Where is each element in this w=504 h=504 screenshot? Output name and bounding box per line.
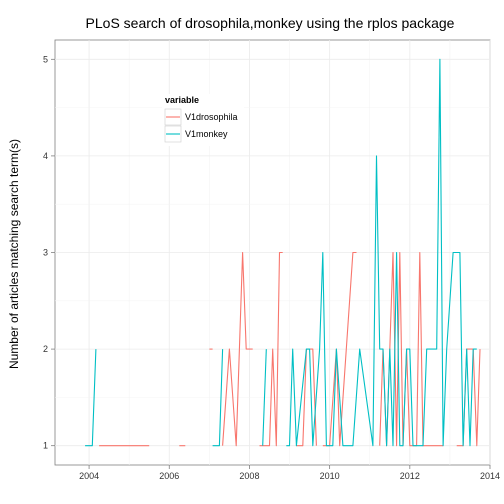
x-tick-label: 2008 bbox=[239, 471, 259, 481]
y-axis-label: Number of articles matching search term(… bbox=[7, 139, 21, 369]
x-tick-label: 2014 bbox=[480, 471, 500, 481]
series-lines bbox=[85, 58, 481, 447]
series-line-v1drosophila bbox=[222, 251, 253, 447]
legend-title: variable bbox=[165, 95, 199, 105]
x-tick-label: 2004 bbox=[79, 471, 99, 481]
y-tick-label: 2 bbox=[43, 344, 48, 354]
y-tick-label: 5 bbox=[43, 54, 48, 64]
chart-title: PLoS search of drosophila,monkey using t… bbox=[86, 15, 455, 31]
legend-label-v1drosophila: V1drosophila bbox=[185, 112, 238, 122]
plot-area bbox=[54, 39, 491, 466]
y-axis: 1 2 3 4 5 bbox=[43, 54, 55, 451]
legend-label-v1monkey: V1monkey bbox=[185, 129, 228, 139]
x-axis: 2004 2006 2008 2010 2012 2014 bbox=[79, 465, 500, 481]
series-line-v1drosophila bbox=[456, 348, 481, 447]
y-tick-label: 1 bbox=[43, 441, 48, 451]
y-tick-label: 3 bbox=[43, 248, 48, 258]
legend-entries: V1drosophila V1monkey bbox=[164, 108, 238, 143]
series-line-v1monkey bbox=[212, 349, 224, 447]
x-tick-label: 2012 bbox=[400, 471, 420, 481]
x-tick-label: 2010 bbox=[320, 471, 340, 481]
series-line-v1monkey bbox=[85, 349, 97, 447]
series-line-v1monkey bbox=[262, 349, 267, 446]
series-line-v1drosophila bbox=[259, 251, 283, 447]
y-tick-label: 4 bbox=[43, 151, 48, 161]
legend: variable V1drosophila V1monkey bbox=[162, 94, 244, 146]
x-tick-label: 2006 bbox=[159, 471, 179, 481]
series-line-v1monkey bbox=[286, 58, 477, 447]
